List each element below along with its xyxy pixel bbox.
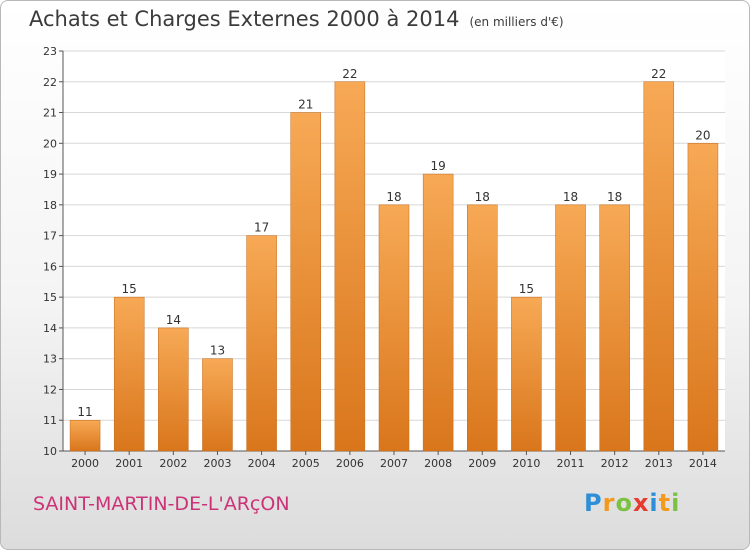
bar [687,143,719,452]
y-tick-label: 23 [43,45,57,58]
x-tick-label: 2001 [115,457,143,470]
y-tick-label: 14 [43,322,57,335]
x-tick-label: 2009 [468,457,496,470]
logo-letter: o [615,489,633,517]
bar-value-label: 18 [607,190,622,204]
y-tick-label: 22 [43,76,57,89]
y-tick-label: 16 [43,260,57,273]
bar-value-label: 17 [254,221,269,235]
bar [378,204,410,452]
bar [422,173,454,452]
y-tick-label: 20 [43,137,57,150]
y-tick-label: 17 [43,230,57,243]
bar [246,235,277,452]
bar [467,204,498,452]
bar-value-label: 11 [77,405,92,419]
y-tick-label: 13 [43,353,57,366]
logo-letter: r [602,489,616,517]
bar-value-label: 15 [122,282,137,296]
y-tick-label: 10 [43,445,57,458]
x-tick-label: 2011 [557,457,585,470]
y-tick-label: 19 [43,168,57,181]
x-tick-label: 2006 [336,457,364,470]
title-line: Achats et Charges Externes 2000 à 2014 (e… [29,7,564,31]
y-tick-label: 12 [43,383,57,396]
bar-value-label: 18 [386,190,401,204]
x-tick-label: 2007 [380,457,408,470]
bar-value-label: 15 [519,282,534,296]
x-tick-label: 2013 [645,457,673,470]
bar-value-label: 18 [563,190,578,204]
logo-letter: i [671,489,681,517]
x-tick-label: 2005 [292,457,320,470]
x-tick-label: 2014 [689,457,717,470]
bar [555,204,586,452]
y-tick-label: 15 [43,291,57,304]
bar-value-label: 20 [695,128,710,142]
bar [69,419,101,452]
y-tick-label: 21 [43,107,57,120]
bar-value-label: 22 [651,67,666,81]
bar-value-label: 19 [430,159,445,173]
x-tick-label: 2012 [601,457,629,470]
bar [599,204,630,452]
logo-letter: P [584,489,603,517]
y-tick-label: 11 [43,414,57,427]
bar [643,81,675,452]
proxiti-logo: Proxiti [584,489,680,517]
bar [158,327,189,452]
x-tick-label: 2002 [159,457,187,470]
x-tick-label: 2004 [248,457,276,470]
commune-name: SAINT-MARTIN-DE-L'ARçON [33,493,290,515]
x-tick-label: 2000 [71,457,99,470]
bar [290,112,321,452]
logo-letter: t [658,489,672,517]
x-tick-label: 2010 [512,457,540,470]
bar [334,81,366,452]
bar-value-label: 18 [475,190,490,204]
x-tick-label: 2003 [203,457,231,470]
logo-letter: x [632,489,650,517]
x-tick-label: 2008 [424,457,452,470]
bar [113,296,145,452]
bar-value-label: 22 [342,67,357,81]
bar-value-label: 21 [298,98,313,112]
y-tick-label: 18 [43,199,57,212]
bar [202,358,233,452]
chart-title: Achats et Charges Externes 2000 à 2014 [29,7,460,31]
bar [511,296,542,452]
bar-value-label: 13 [210,344,225,358]
bar-value-label: 14 [166,313,181,327]
chart-subtitle: (en milliers d'€) [469,15,564,29]
logo-letter: i [649,489,659,517]
